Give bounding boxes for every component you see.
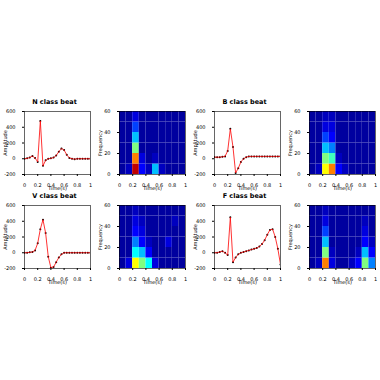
svg-text:40: 40 <box>104 129 110 135</box>
svg-text:1: 1 <box>279 276 282 282</box>
svg-text:0: 0 <box>12 249 15 255</box>
svg-text:1: 1 <box>89 182 92 188</box>
html-text:N class beat: N class beat <box>32 98 77 106</box>
svg-text:1: 1 <box>184 276 187 282</box>
svg-text:60: 60 <box>294 202 300 208</box>
svg-text:20: 20 <box>294 244 300 250</box>
svg-text:0: 0 <box>297 265 300 271</box>
svg-text:0: 0 <box>202 155 205 161</box>
svg-text:0: 0 <box>118 276 121 282</box>
svg-text:0: 0 <box>107 171 110 177</box>
svg-text:Time(s): Time(s) <box>237 185 257 191</box>
svg-text:Time(s): Time(s) <box>332 279 352 285</box>
svg-text:0: 0 <box>202 249 205 255</box>
svg-text:0: 0 <box>308 182 311 188</box>
svg-text:400: 400 <box>6 218 16 224</box>
svg-text:0.8: 0.8 <box>358 182 366 188</box>
svg-text:-200: -200 <box>4 171 15 177</box>
svg-text:60: 60 <box>294 108 300 114</box>
svg-text:0: 0 <box>107 265 110 271</box>
svg-text:1: 1 <box>184 182 187 188</box>
svg-text:600: 600 <box>196 108 206 114</box>
svg-text:0: 0 <box>12 155 15 161</box>
svg-text:-200: -200 <box>4 265 15 271</box>
svg-text:Time(s): Time(s) <box>47 185 67 191</box>
svg-text:40: 40 <box>294 223 300 229</box>
svg-text:0.2: 0.2 <box>224 276 232 282</box>
svg-text:0.2: 0.2 <box>129 182 137 188</box>
svg-text:400: 400 <box>196 218 206 224</box>
svg-text:400: 400 <box>6 124 16 130</box>
svg-text:Frequency: Frequency <box>287 130 294 156</box>
svg-text:0.8: 0.8 <box>263 182 271 188</box>
svg-text:Frequency: Frequency <box>287 224 294 250</box>
html-text:B class beat: B class beat <box>222 98 267 106</box>
svg-text:20: 20 <box>104 150 110 156</box>
svg-text:0: 0 <box>23 276 26 282</box>
svg-text:0.8: 0.8 <box>358 276 366 282</box>
svg-text:0.8: 0.8 <box>263 276 271 282</box>
svg-text:0: 0 <box>213 276 216 282</box>
svg-text:200: 200 <box>6 139 16 146</box>
svg-text:Amplitude: Amplitude <box>192 130 199 156</box>
svg-text:200: 200 <box>196 139 206 146</box>
svg-text:40: 40 <box>104 223 110 229</box>
svg-text:1: 1 <box>374 182 377 188</box>
svg-text:Amplitude: Amplitude <box>2 130 9 156</box>
svg-text:200: 200 <box>6 233 16 240</box>
svg-text:0.2: 0.2 <box>129 276 137 282</box>
svg-text:0.8: 0.8 <box>73 276 81 282</box>
svg-text:600: 600 <box>196 202 206 208</box>
svg-text:-200: -200 <box>194 265 205 271</box>
svg-text:Time(s): Time(s) <box>142 279 162 285</box>
svg-text:600: 600 <box>6 108 16 114</box>
svg-text:1: 1 <box>89 276 92 282</box>
svg-text:0.2: 0.2 <box>224 182 232 188</box>
svg-text:Time(s): Time(s) <box>332 185 352 191</box>
svg-text:1: 1 <box>374 276 377 282</box>
svg-text:Time(s): Time(s) <box>142 185 162 191</box>
svg-text:0: 0 <box>213 182 216 188</box>
svg-text:Amplitude: Amplitude <box>2 224 9 250</box>
html-text:F class beat: F class beat <box>222 192 267 200</box>
svg-text:0.8: 0.8 <box>73 182 81 188</box>
svg-text:0.2: 0.2 <box>319 182 327 188</box>
svg-text:Frequency: Frequency <box>97 130 104 156</box>
svg-text:60: 60 <box>104 202 110 208</box>
svg-text:Frequency: Frequency <box>97 224 104 250</box>
svg-text:-200: -200 <box>194 171 205 177</box>
svg-text:1: 1 <box>279 182 282 188</box>
html-text:V class beat: V class beat <box>32 192 77 200</box>
svg-text:40: 40 <box>294 129 300 135</box>
svg-text:200: 200 <box>196 233 206 240</box>
svg-text:0: 0 <box>308 276 311 282</box>
svg-text:Time(s): Time(s) <box>47 279 67 285</box>
svg-text:0: 0 <box>23 182 26 188</box>
svg-text:0: 0 <box>297 171 300 177</box>
svg-text:0: 0 <box>118 182 121 188</box>
svg-text:600: 600 <box>6 202 16 208</box>
svg-text:400: 400 <box>196 124 206 130</box>
svg-text:0.2: 0.2 <box>319 276 327 282</box>
svg-text:0.2: 0.2 <box>34 182 42 188</box>
svg-text:60: 60 <box>104 108 110 114</box>
svg-text:0.8: 0.8 <box>168 182 176 188</box>
svg-text:0.2: 0.2 <box>34 276 42 282</box>
svg-text:0.8: 0.8 <box>168 276 176 282</box>
svg-text:20: 20 <box>294 150 300 156</box>
svg-text:20: 20 <box>104 244 110 250</box>
svg-text:Time(s): Time(s) <box>237 279 257 285</box>
svg-text:Amplitude: Amplitude <box>192 224 199 250</box>
